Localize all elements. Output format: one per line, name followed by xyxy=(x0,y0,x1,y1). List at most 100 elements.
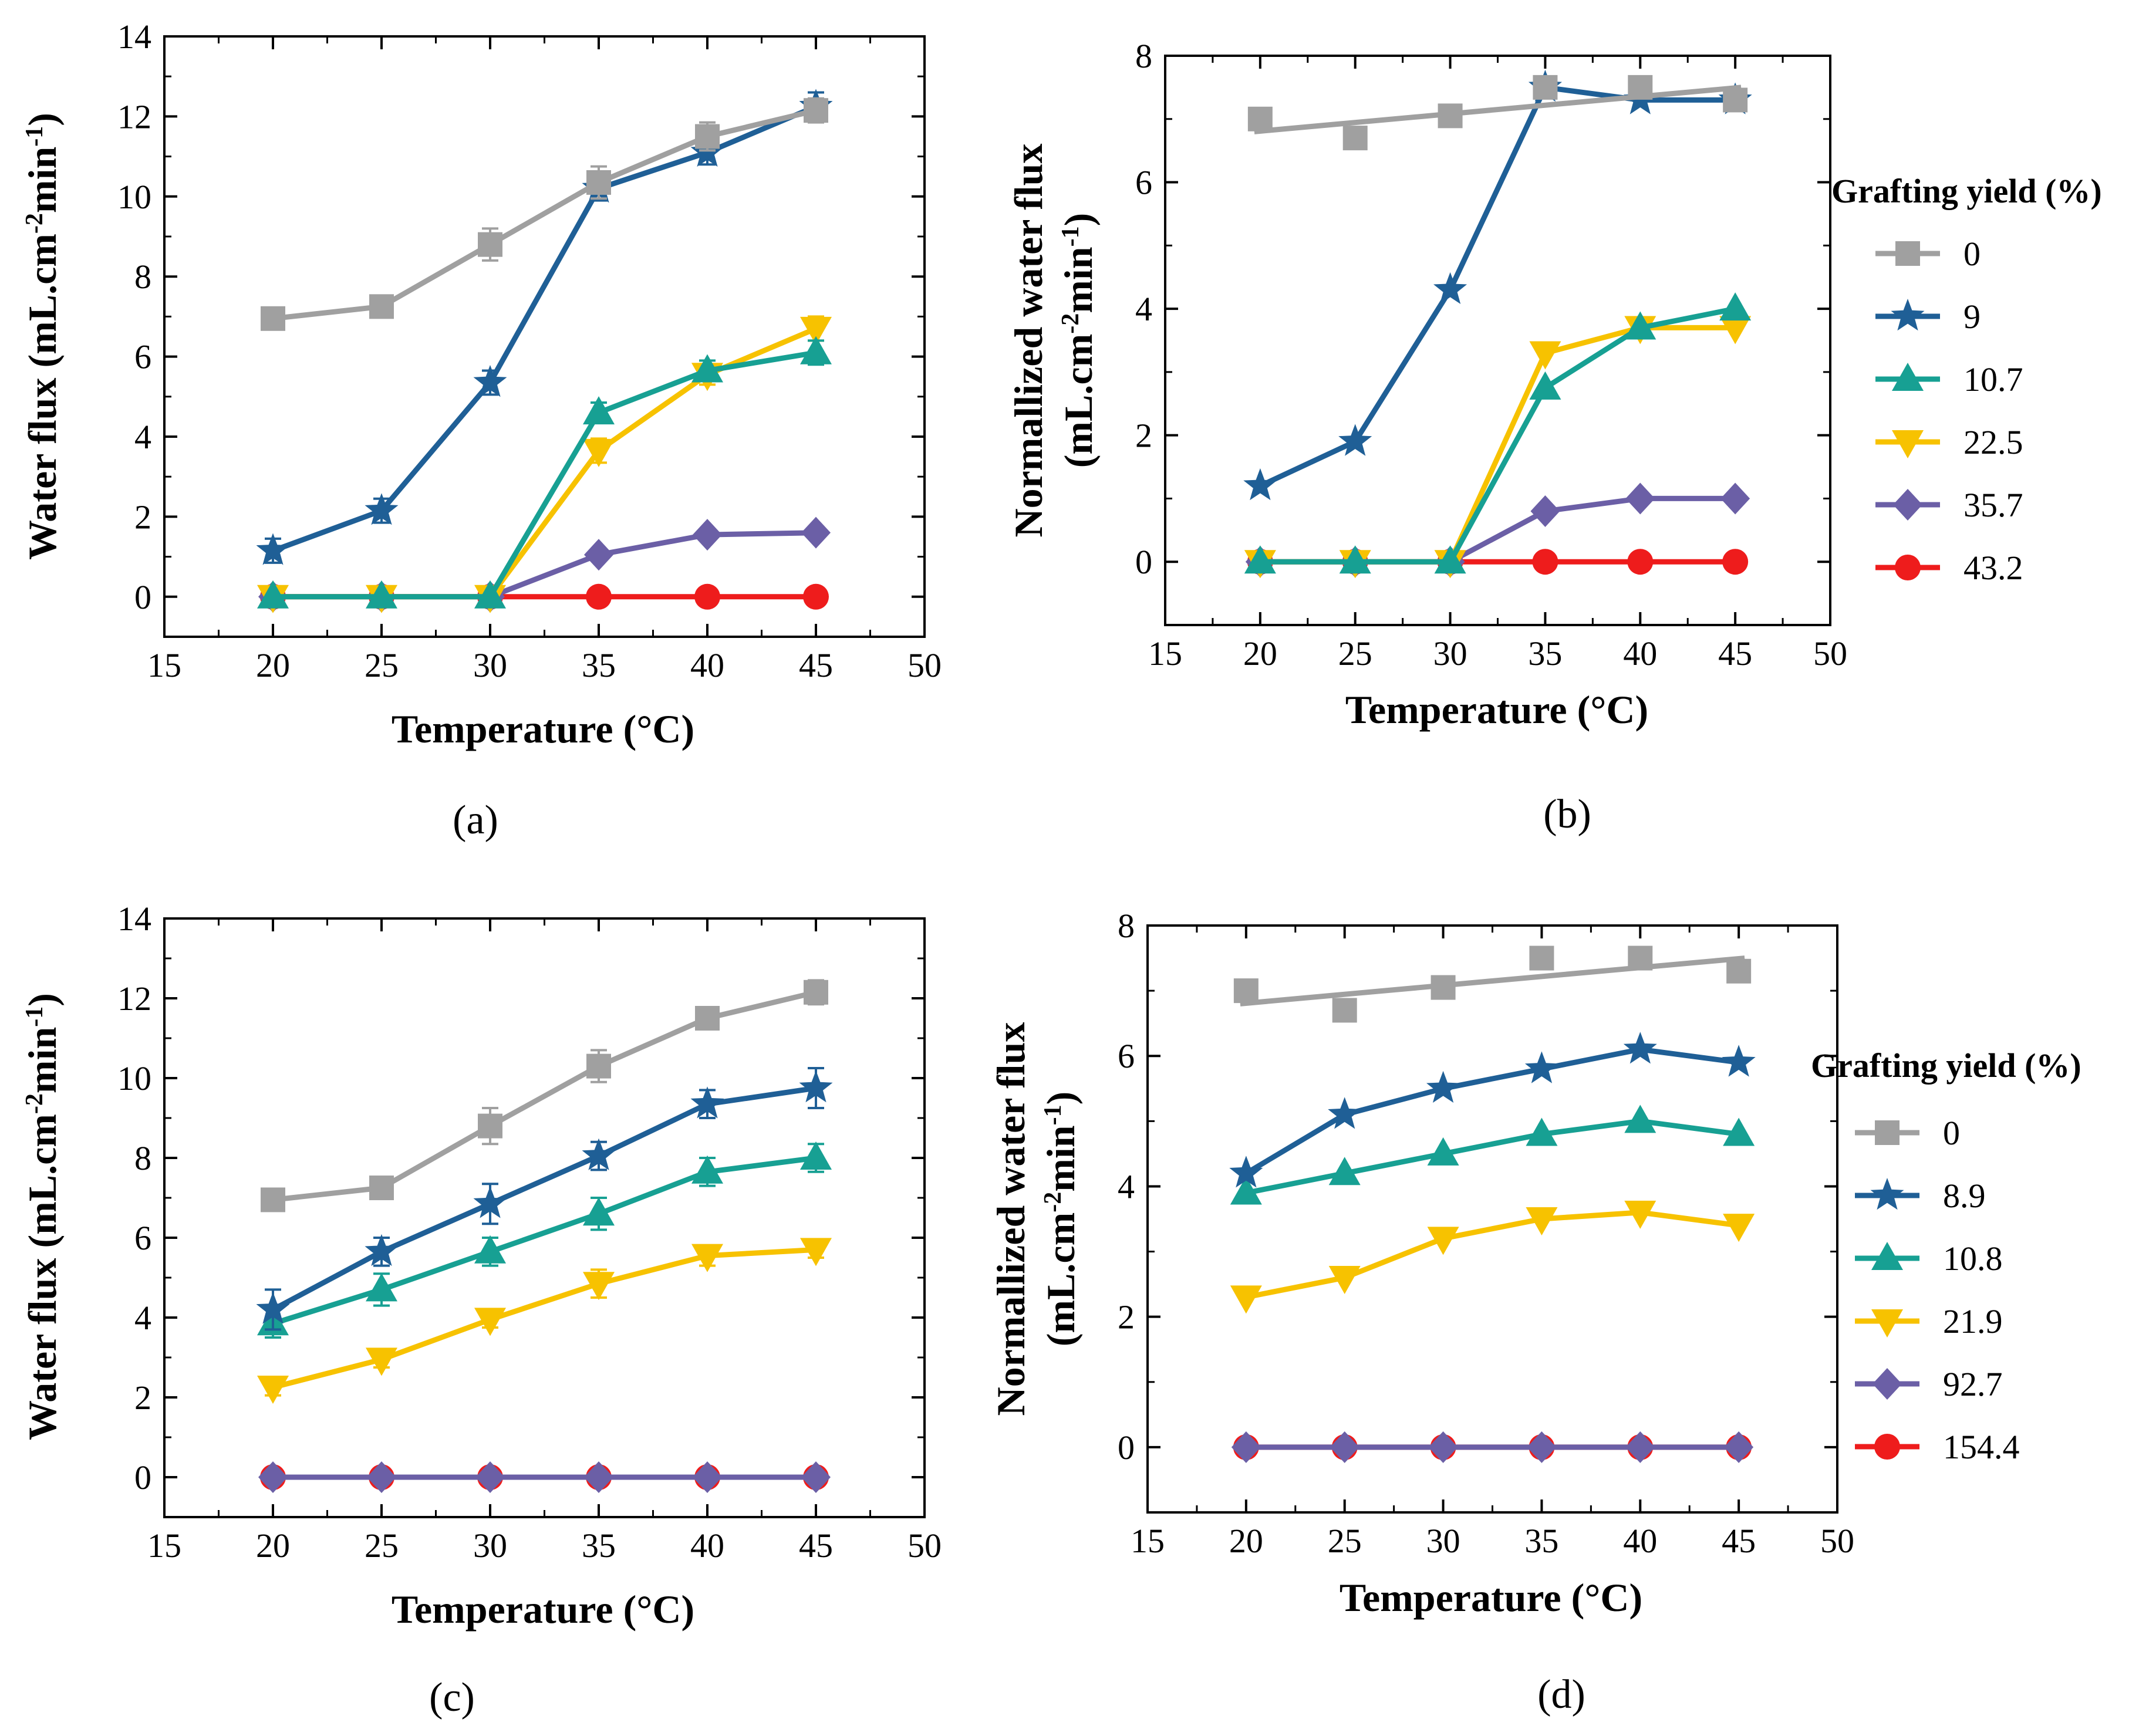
legend-marker xyxy=(1895,241,1920,266)
series-line xyxy=(272,989,817,1203)
y-axis-title-units: (mL.cm-2min-1) xyxy=(1038,1092,1083,1347)
label-segment: Water flux (mL.cm xyxy=(20,234,65,560)
legend: Grafting yield (%) 0 9 10.7 22.5 35.7 43.2 xyxy=(1831,172,2102,587)
data-point xyxy=(584,1461,613,1493)
data-point xyxy=(1628,75,1653,100)
y-tick-label: 6 xyxy=(1118,1037,1135,1075)
x-tick-label: 45 xyxy=(799,1526,833,1565)
y-tick-label: 4 xyxy=(134,1299,151,1337)
label-segment: ) xyxy=(1038,1092,1083,1105)
series-triangle-down-21-9 xyxy=(257,1238,832,1404)
data-point xyxy=(1426,1070,1460,1103)
legend-marker xyxy=(1873,1368,1902,1400)
y-tick-label: 10 xyxy=(117,178,151,216)
legend-item: 35.7 xyxy=(1875,486,2023,524)
data-point xyxy=(690,1086,724,1119)
series-triangle-up-10-8 xyxy=(1230,1105,1755,1205)
data-point xyxy=(1529,371,1561,400)
plot-frame xyxy=(163,917,926,1518)
y-tick-label: 10 xyxy=(117,1059,151,1097)
series-line xyxy=(1246,1118,1739,1196)
data-point xyxy=(1342,126,1368,151)
legend-label: 92.7 xyxy=(1943,1365,2003,1403)
data-point xyxy=(800,1141,832,1170)
legend-marker xyxy=(1871,1242,1903,1270)
y-axis-title: Water flux (mL.cm-2min-1) xyxy=(20,113,65,560)
data-point xyxy=(366,580,397,609)
label-segment: (mL.cm xyxy=(1038,1213,1083,1346)
legend-item: 10.8 xyxy=(1855,1239,2003,1278)
legend-title: Grafting yield (%) xyxy=(1811,1046,2081,1085)
data-point xyxy=(584,539,613,571)
x-tick-label: 30 xyxy=(1426,1522,1460,1560)
data-point xyxy=(1625,482,1655,515)
panel-label: (d) xyxy=(1537,1672,1585,1717)
superscript: -1 xyxy=(21,126,48,147)
label-segment: ) xyxy=(20,993,65,1007)
x-tick-label: 35 xyxy=(582,646,616,684)
legend-marker xyxy=(1893,489,1922,521)
data-point xyxy=(365,1234,399,1266)
legend-label: 10.7 xyxy=(1963,360,2023,398)
x-tick-label: 35 xyxy=(1524,1522,1558,1560)
data-point xyxy=(1719,316,1752,345)
data-point xyxy=(586,1053,611,1079)
legend-item: 22.5 xyxy=(1875,423,2023,461)
series-square-0 xyxy=(1233,945,1752,1023)
label-segment: min xyxy=(20,1027,65,1093)
legend-label: 35.7 xyxy=(1963,486,2023,524)
legend-label: 21.9 xyxy=(1943,1302,2003,1340)
data-point xyxy=(1328,1157,1361,1186)
data-point xyxy=(1624,311,1656,340)
data-point xyxy=(691,354,723,383)
x-tick-label: 25 xyxy=(365,1526,399,1565)
legend-item: 9 xyxy=(1875,298,1981,336)
series-triangle-down-21-9 xyxy=(1230,1200,1755,1314)
data-point xyxy=(1627,549,1654,575)
x-tick-label: 20 xyxy=(256,1526,290,1565)
data-point xyxy=(367,1461,396,1493)
x-tick-label: 45 xyxy=(799,646,833,684)
x-tick-label: 15 xyxy=(147,646,181,684)
data-point xyxy=(1431,975,1456,1000)
series-line xyxy=(273,350,817,600)
data-point xyxy=(261,1187,285,1213)
series-square-0 xyxy=(261,979,828,1213)
series-triangle-up-10-7 xyxy=(257,336,832,609)
x-tick-label: 20 xyxy=(1229,1522,1263,1560)
label-segment: min xyxy=(20,147,65,213)
x-axis-title: Temperature (°C) xyxy=(1340,1575,1642,1620)
superscript: -1 xyxy=(21,1007,48,1027)
data-point xyxy=(586,583,612,610)
series-line xyxy=(1260,495,1736,565)
data-point xyxy=(256,1292,290,1324)
legend-item: 21.9 xyxy=(1855,1302,2003,1340)
legend-marker xyxy=(1891,299,1925,331)
panel-label: (c) xyxy=(429,1675,475,1720)
legend-marker xyxy=(1892,363,1924,391)
data-point xyxy=(801,1461,831,1493)
series-star-9 xyxy=(1243,69,1752,501)
series-line xyxy=(273,530,817,600)
series-triangle-up-10-8 xyxy=(257,1141,832,1339)
x-tick-label: 35 xyxy=(582,1526,616,1565)
y-axis-title: Normallized water flux xyxy=(988,1022,1033,1416)
data-point xyxy=(366,1273,397,1302)
y-tick-label: 12 xyxy=(117,97,151,136)
x-tick-label: 30 xyxy=(473,1526,507,1565)
y-tick-label: 6 xyxy=(134,338,151,376)
data-point xyxy=(365,493,399,525)
data-point xyxy=(800,316,832,345)
series-diamond-92-7 xyxy=(1231,1431,1754,1463)
data-point xyxy=(1427,1227,1459,1255)
y-tick-label: 8 xyxy=(134,258,151,296)
plot-frame xyxy=(1164,55,1831,626)
data-point xyxy=(1623,1032,1657,1064)
legend-item: 0 xyxy=(1855,1114,1960,1152)
data-point xyxy=(258,1461,288,1493)
y-tick-label: 0 xyxy=(1118,1428,1135,1467)
data-point xyxy=(474,1308,506,1336)
x-tick-label: 45 xyxy=(1718,634,1752,673)
legend-label: 43.2 xyxy=(1963,549,2023,587)
data-point xyxy=(803,583,829,610)
